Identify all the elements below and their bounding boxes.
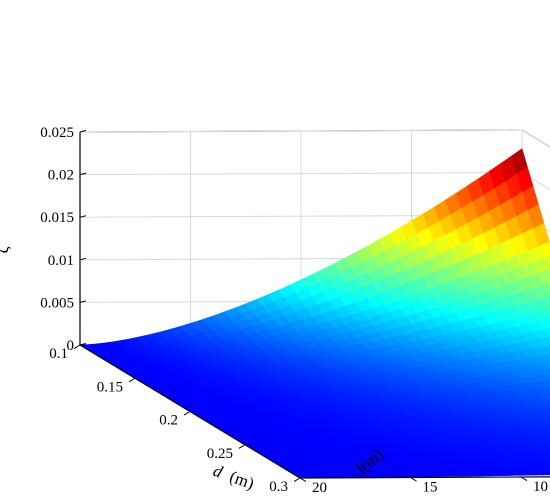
x-tick-label: 0.3 (269, 479, 288, 495)
z-tick-label: 0.025 (40, 125, 74, 141)
tick-labels: 0 0.005 0.01 0.015 0.02 0.025 0.1 0.15 0.2 0.25 0.… (40, 125, 548, 496)
x-tick-label: 0.15 (97, 379, 123, 395)
z-tick-mark (79, 300, 87, 303)
axes-frame (73, 130, 550, 483)
y-tick-label: 20 (312, 480, 327, 496)
grid-line (79, 129, 523, 133)
z-tick-mark (79, 257, 87, 261)
y-tick-mark (299, 477, 307, 483)
y-tick-mark (410, 477, 417, 482)
x-tick-label: 0.2 (159, 413, 178, 429)
z-axis-label: ζ (0, 246, 12, 253)
z-tick-mark (79, 172, 87, 176)
z-tick-label: 0.02 (48, 168, 74, 184)
z-tick-mark (79, 130, 87, 133)
z-tick-label: 0 (67, 338, 75, 354)
z-tick-mark (79, 343, 87, 346)
y-tick-mark (520, 476, 528, 482)
z-tick-label: 0.01 (48, 253, 74, 269)
x-axis-label-unit: (m) (227, 467, 257, 493)
z-tick-mark (79, 215, 87, 218)
surface (79, 148, 550, 479)
y-tick-label: 15 (423, 480, 438, 496)
z-tick-label: 0.005 (40, 295, 74, 311)
x-tick-label: 0.1 (49, 346, 68, 362)
y-tick-label: 10 (533, 479, 548, 495)
x-tick-mark (128, 377, 136, 383)
x-tick-mark (238, 444, 246, 449)
x-axis-label-symbol: d (211, 461, 226, 482)
grid-line (79, 172, 523, 176)
x-tick-label: 0.25 (207, 446, 233, 462)
x-tick-mark (293, 477, 301, 483)
x-tick-mark (73, 344, 81, 350)
x-tick-mark (183, 411, 191, 416)
x-axis-label: d (m) (211, 461, 257, 493)
z-tick-label: 0.015 (40, 210, 74, 226)
